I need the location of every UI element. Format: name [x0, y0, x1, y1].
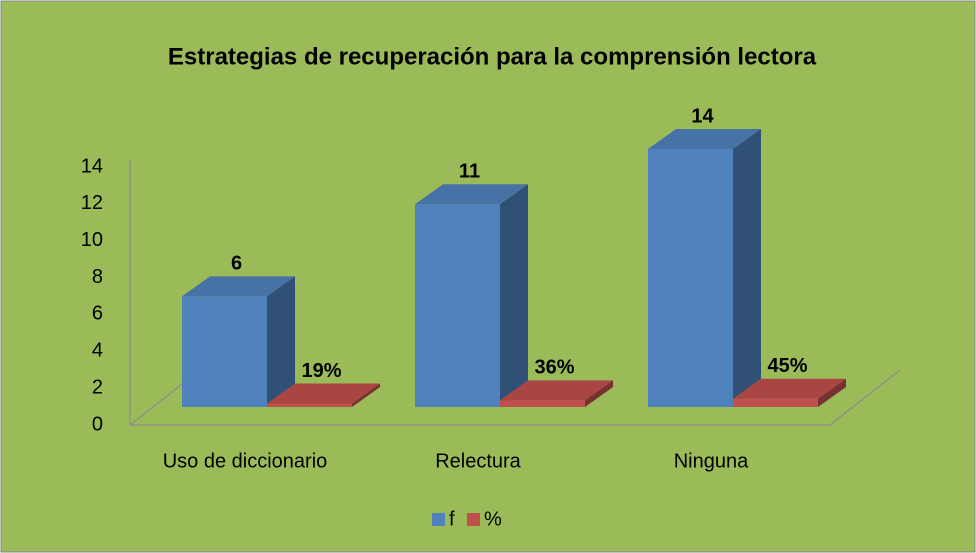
bar-face: [267, 383, 380, 404]
bar-face: [500, 400, 585, 407]
y-tick-label: 6: [92, 303, 103, 325]
bar: [733, 378, 846, 407]
bar-face: [182, 276, 295, 297]
y-tick-label: 4: [92, 340, 103, 362]
x-tick-label: Relectura: [435, 450, 521, 472]
data-label: 45%: [767, 355, 807, 377]
bar-face: [267, 403, 352, 407]
legend-swatch: [432, 513, 445, 526]
bar-face: [267, 276, 295, 407]
bar-face: [500, 184, 528, 407]
bar: [648, 129, 761, 407]
bar: [267, 383, 380, 407]
bar-face: [648, 129, 761, 149]
bar-face: [415, 204, 500, 407]
bar-face: [818, 378, 846, 407]
data-label: 14: [691, 105, 714, 127]
bar-face: [415, 184, 528, 205]
legend-swatch: [467, 513, 480, 526]
bar-face: [733, 129, 761, 407]
bar-face: [733, 378, 846, 399]
bar-face: [182, 296, 267, 407]
bar-face: [648, 149, 733, 407]
bar: [500, 380, 613, 407]
y-tick-label: 0: [92, 413, 103, 435]
data-label: 6: [231, 253, 242, 275]
legend-label: f: [449, 508, 455, 530]
bar: [415, 184, 528, 407]
data-label: 19%: [301, 360, 341, 382]
data-label: 36%: [534, 357, 574, 379]
bar-face: [733, 398, 818, 407]
bar-face: [585, 380, 613, 407]
chart-title: Estrategias de recuperación para la comp…: [168, 43, 817, 70]
data-label: 11: [459, 161, 480, 183]
y-tick-label: 14: [81, 155, 103, 177]
y-tick-label: 12: [81, 192, 103, 214]
y-tick-label: 8: [92, 266, 103, 288]
bar: [182, 276, 295, 407]
x-tick-label: Ninguna: [674, 450, 749, 472]
x-tick-label: Uso de diccionario: [163, 450, 328, 472]
legend-label: %: [484, 508, 502, 530]
y-tick-label: 2: [92, 376, 103, 398]
bar-face: [352, 383, 380, 407]
y-tick-label: 10: [81, 229, 103, 251]
bar-face: [500, 380, 613, 401]
